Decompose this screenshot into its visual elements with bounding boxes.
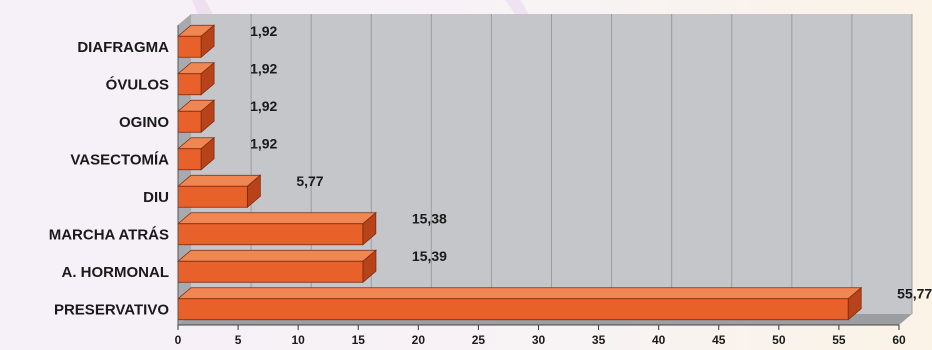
category-labels: DIAFRAGMA ÓVULOS OGINO VASECTOMÍA DIU MARCHA … xyxy=(49,39,170,319)
bar xyxy=(176,249,378,284)
x-tick-label: 30 xyxy=(532,333,546,347)
bar xyxy=(176,61,216,96)
bar-top-face xyxy=(176,249,378,262)
category-label: MARCHA ATRÁS xyxy=(49,226,169,243)
category-label: DIU xyxy=(143,189,169,206)
value-label: 1,92 xyxy=(250,98,277,114)
value-label: 15,39 xyxy=(412,248,447,264)
category-label: VASECTOMÍA xyxy=(70,151,169,168)
bar-top-face xyxy=(176,174,262,187)
value-label: 5,77 xyxy=(296,173,323,189)
x-tick-label: 10 xyxy=(291,333,305,347)
category-label: PRESERVATIVO xyxy=(54,301,169,318)
category-label: DIAFRAGMA xyxy=(77,39,169,56)
bar xyxy=(176,136,216,171)
value-label: 1,92 xyxy=(250,60,277,76)
bar-front-face xyxy=(177,185,248,208)
bar xyxy=(176,24,216,59)
bar-front-face xyxy=(177,35,202,58)
bar-front-face xyxy=(177,223,364,246)
x-axis-ticks: 0 5 10 15 20 25 30 35 40 45 50 55 60 xyxy=(175,25,906,347)
bars xyxy=(176,24,863,321)
bar-front-face xyxy=(177,110,202,133)
category-label: ÓVULOS xyxy=(106,75,169,93)
value-label: 15,38 xyxy=(412,210,447,226)
x-tick-label: 35 xyxy=(592,333,606,347)
bar-front-face xyxy=(177,148,202,171)
bar-front-face xyxy=(177,73,202,96)
x-tick-label: 5 xyxy=(235,333,242,347)
category-label: A. HORMONAL xyxy=(62,264,170,281)
bar-front-face xyxy=(177,298,849,321)
bar xyxy=(176,211,377,246)
x-tick-label: 20 xyxy=(412,333,426,347)
x-tick-label: 55 xyxy=(832,333,846,347)
value-label: 1,92 xyxy=(250,135,277,151)
x-tick-label: 45 xyxy=(712,333,726,347)
x-tick-label: 60 xyxy=(892,333,906,347)
x-tick-label: 25 xyxy=(472,333,486,347)
value-label: 55,77 xyxy=(897,285,932,301)
category-label: OGINO xyxy=(119,114,169,131)
x-tick-label: 0 xyxy=(175,333,182,347)
x-tick-label: 15 xyxy=(352,333,366,347)
bar xyxy=(176,286,863,321)
x-tick-label: 40 xyxy=(652,333,666,347)
bar-top-face xyxy=(176,287,863,300)
x-tick-label: 50 xyxy=(772,333,786,347)
bar-top-face xyxy=(176,212,377,225)
bar xyxy=(176,174,262,209)
value-label: 1,92 xyxy=(250,23,277,39)
value-labels: 1,92 1,92 1,92 1,92 5,77 15,38 15,39 55,77 xyxy=(250,23,932,302)
bar-front-face xyxy=(177,260,364,283)
bar xyxy=(176,99,216,134)
gridlines xyxy=(250,14,913,314)
